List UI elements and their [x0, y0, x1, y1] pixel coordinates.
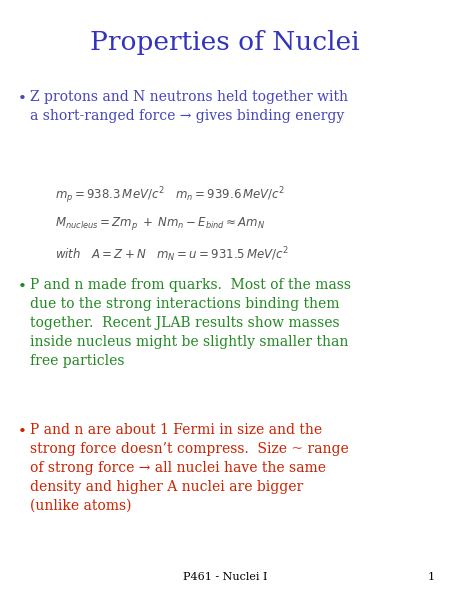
Text: P and n made from quarks.  Most of the mass
due to the strong interactions bindi: P and n made from quarks. Most of the ma…	[30, 278, 351, 368]
Text: $m_p = 938.3\,MeV / c^2 \quad m_n = 939.6\,MeV / c^2$: $m_p = 938.3\,MeV / c^2 \quad m_n = 939.…	[55, 185, 285, 206]
Text: 1: 1	[428, 572, 435, 582]
Text: Z protons and N neutrons held together with
a short-ranged force → gives binding: Z protons and N neutrons held together w…	[30, 90, 348, 123]
Text: $with \quad A = Z+N \quad m_N = u = 931.5\,MeV / c^2$: $with \quad A = Z+N \quad m_N = u = 931.…	[55, 245, 289, 263]
Text: Properties of Nuclei: Properties of Nuclei	[90, 30, 360, 55]
Text: $M_{nucleus} = Zm_p \;+\; Nm_n - E_{bind} \approx Am_N$: $M_{nucleus} = Zm_p \;+\; Nm_n - E_{bind…	[55, 215, 266, 232]
Text: •: •	[18, 425, 27, 439]
Text: •: •	[18, 280, 27, 294]
Text: •: •	[18, 92, 27, 106]
Text: P461 - Nuclei I: P461 - Nuclei I	[183, 572, 267, 582]
Text: P and n are about 1 Fermi in size and the
strong force doesn’t compress.  Size ~: P and n are about 1 Fermi in size and th…	[30, 423, 349, 513]
